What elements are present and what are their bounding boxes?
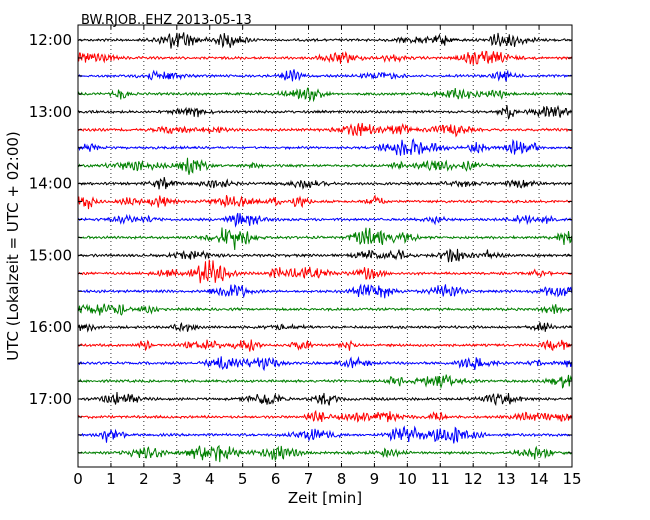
seismogram-trace (77, 356, 572, 372)
x-tick-label: 0 (73, 470, 83, 488)
seismogram-trace (77, 104, 572, 120)
y-tick-label: 15:00 (29, 246, 72, 264)
x-tick-label: 12 (464, 470, 483, 488)
grid-lines (110, 25, 540, 467)
x-axis: 0 1 2 3 4 5 6 7 8 9 10 11 12 13 14 15 (73, 25, 582, 488)
y-axis-label: UTC (Lokalzeit = UTC + 02:00) (4, 131, 22, 361)
seismogram-trace (77, 50, 572, 65)
seismogram-trace (77, 259, 572, 284)
y-tick-label: 13:00 (29, 103, 72, 121)
seismogram-trace (77, 227, 572, 251)
y-tick-label: 12:00 (29, 31, 72, 49)
seismogram-trace (77, 322, 572, 333)
y-axis: 12:00 13:00 14:00 15:00 16:00 17:00 (29, 31, 572, 454)
seismogram-trace (77, 444, 572, 463)
x-tick-label: 14 (530, 470, 549, 488)
x-tick-label: 6 (271, 470, 281, 488)
x-tick-label: 5 (238, 470, 248, 488)
seismogram-trace (77, 87, 572, 103)
x-tick-label: 1 (106, 470, 116, 488)
x-tick-label: 13 (497, 470, 516, 488)
seismogram-trace (77, 122, 572, 138)
seismogram-trace (77, 391, 572, 407)
seismogram-trace (78, 374, 572, 390)
plot-frame (77, 24, 573, 468)
x-tick-label: 9 (370, 470, 380, 488)
x-tick-label: 4 (205, 470, 215, 488)
seismogram-trace (77, 138, 572, 156)
x-tick-label: 15 (562, 470, 581, 488)
seismogram-trace (77, 425, 572, 444)
seismogram-trace (77, 303, 572, 316)
seismogram-trace (77, 177, 572, 190)
x-tick-label: 3 (172, 470, 182, 488)
seismogram-trace (77, 409, 572, 423)
x-tick-label: 10 (398, 470, 417, 488)
chart-title: BW.RJOB..EHZ 2013-05-13 (81, 13, 252, 28)
y-tick-label: 16:00 (29, 318, 72, 336)
x-tick-label: 8 (337, 470, 347, 488)
seismogram-trace (77, 32, 572, 49)
seismogram-trace (77, 194, 572, 210)
seismogram-traces (77, 32, 572, 463)
x-tick-label: 11 (431, 470, 450, 488)
x-tick-label: 2 (139, 470, 149, 488)
seismogram-trace (77, 157, 572, 175)
seismogram-trace (77, 69, 572, 82)
x-axis-label: Zeit [min] (288, 489, 362, 507)
y-tick-label: 17:00 (29, 390, 72, 408)
x-tick-label: 7 (304, 470, 314, 488)
y-tick-label: 14:00 (29, 175, 72, 193)
seismogram-trace (77, 248, 572, 263)
seismogram-trace (77, 339, 572, 352)
seismogram-trace (77, 212, 572, 228)
seismogram-trace (77, 283, 572, 299)
